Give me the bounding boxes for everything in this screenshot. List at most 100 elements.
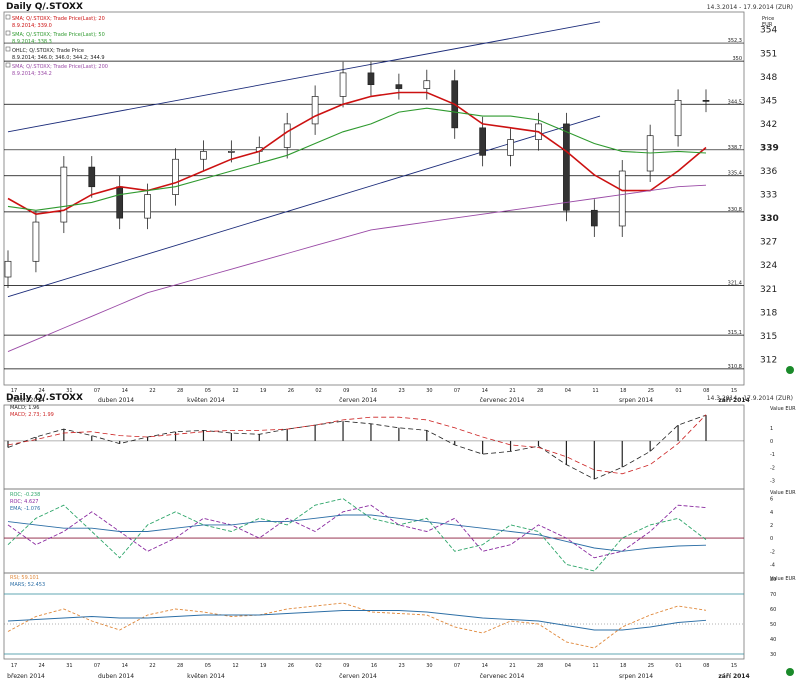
candle-body [60, 166, 68, 223]
ema-line [7, 514, 707, 552]
bottom-x-day-tick: 17 [11, 663, 17, 669]
macd-signal-line [7, 414, 707, 475]
roc-y-tick: 2 [770, 523, 773, 529]
candle-body [674, 100, 682, 137]
main-x-day-tick: 25 [648, 388, 654, 394]
bottom-scroll-indicator[interactable] [786, 668, 794, 676]
bottom-x-month-label: květen 2014 [187, 673, 225, 680]
roc-y-tick: -2 [770, 549, 775, 555]
candle-body [367, 72, 375, 86]
candle-body [423, 80, 431, 89]
roc-y-tick: 6 [770, 497, 773, 503]
main-y-tick: 321 [760, 285, 777, 295]
rsi-y-tick: 40 [770, 637, 776, 643]
level-label: 338,7 [728, 145, 742, 151]
candle-body [395, 84, 403, 89]
bottom-x-day-tick: 12 [232, 663, 238, 669]
macd-y-tick: -1 [770, 452, 775, 458]
candle-body [507, 139, 514, 156]
legend-checkbox [5, 30, 11, 36]
candle-body [88, 166, 96, 188]
main-x-day-tick: 30 [426, 388, 432, 394]
main-x-day-tick: 31 [66, 388, 72, 394]
channel-lower [7, 115, 601, 298]
main-x-day-tick: 19 [260, 388, 266, 394]
rsi-y-tick: 30 [770, 652, 776, 658]
main-y-tick: 348 [760, 73, 777, 83]
legend-value: 8.9.2014; 338.3 [12, 39, 52, 45]
main-x-month-label: květen 2014 [187, 397, 225, 404]
legend-label: SMA; Q/.STOXX; Trade Price(Last); 20 [12, 16, 105, 22]
roc-axis-unit: Value EUR [770, 490, 796, 496]
level-label: 321,4 [728, 281, 742, 287]
main-y-tick: 354 [760, 26, 777, 36]
bottom-x-day-tick: 28 [537, 663, 543, 669]
main-axis-unit2: EUR [762, 22, 773, 28]
bottom-x-day-tick: 01 [675, 663, 681, 669]
bottom-x-day-tick: 25 [648, 663, 654, 669]
rsi-y-tick: 60 [770, 607, 776, 613]
legend-value: 8.9.2014; 334.2 [12, 71, 52, 77]
main-x-day-tick: 01 [675, 388, 681, 394]
level-label: 350 [732, 56, 742, 62]
bottom-x-day-tick: 07 [94, 663, 100, 669]
main-x-month-label: září 2014 [718, 397, 749, 404]
macd-line [7, 414, 707, 480]
bottom-x-day-tick: 31 [66, 663, 72, 669]
roc1-line [7, 498, 707, 572]
bottom-x-day-tick: 07 [454, 663, 460, 669]
legend-label: SMA; Q/.STOXX; Trade Price(Last); 200 [12, 64, 108, 70]
main-y-tick: 318 [760, 308, 777, 318]
bottom-x-day-tick: 14 [482, 663, 488, 669]
main-x-day-tick: 09 [343, 388, 349, 394]
candle-body [116, 186, 124, 219]
channel-upper [7, 21, 601, 133]
main-x-day-tick: 08 [703, 388, 709, 394]
macd-axis-unit: Value EUR [770, 406, 796, 412]
main-y-tick: 345 [760, 96, 777, 106]
rsi-axis-unit: Value EUR [770, 576, 796, 582]
level-label: 315,1 [728, 330, 742, 336]
level-label: 335,4 [728, 171, 742, 177]
main-scroll-indicator[interactable] [786, 366, 794, 374]
sma20-line [7, 91, 707, 216]
legend-label: OHLC; Q/.STOXX; Trade Price [12, 48, 84, 54]
macd-y-tick: 1 [770, 426, 773, 432]
main-x-day-tick: 28 [177, 388, 183, 394]
level-label: 352,3 [728, 38, 742, 44]
macd-legend-label: MACD; 1.96 [10, 405, 39, 411]
main-x-day-tick: 21 [509, 388, 515, 394]
main-panel [3, 11, 745, 386]
legend-checkbox [5, 62, 11, 68]
main-y-tick: 324 [760, 261, 777, 271]
bottom-x-day-tick: 28 [177, 663, 183, 669]
roc-legend-label: EMA; -1.076 [10, 506, 40, 512]
bottom-x-day-tick: 14 [122, 663, 128, 669]
panel2-title: Daily Q/.STOXX [6, 393, 83, 403]
rsi-plot [4, 593, 744, 655]
sma50-line [7, 107, 707, 211]
main-y-tick: 342 [760, 120, 777, 130]
bottom-x-month-label: červen 2014 [339, 673, 377, 680]
main-x-month-label: srpen 2014 [619, 397, 653, 404]
bottom-x-day-tick: 11 [592, 663, 598, 669]
main-x-day-tick: 07 [454, 388, 460, 394]
candle-body [311, 96, 319, 125]
candle-body [283, 123, 291, 148]
main-x-day-tick: 07 [94, 388, 100, 394]
roc-y-tick: -4 [770, 562, 775, 568]
main-x-month-label: březen 2014 [7, 397, 45, 404]
bottom-x-day-tick: 23 [399, 663, 405, 669]
main-x-day-tick: 24 [39, 388, 45, 394]
rsi-y-tick: 70 [770, 592, 776, 598]
main-x-day-tick: 05 [205, 388, 211, 394]
main-plot [4, 21, 744, 370]
bottom-x-day-tick: 24 [39, 663, 45, 669]
bottom-x-month-label: duben 2014 [98, 673, 134, 680]
legend-value: 8.9.2014; 346.0; 346.0; 344.2; 344.9 [12, 55, 105, 61]
bottom-x-day-tick: 05 [205, 663, 211, 669]
roc2-line [7, 504, 707, 559]
main-x-day-tick: 23 [399, 388, 405, 394]
bottom-x-day-tick: 08 [703, 663, 709, 669]
